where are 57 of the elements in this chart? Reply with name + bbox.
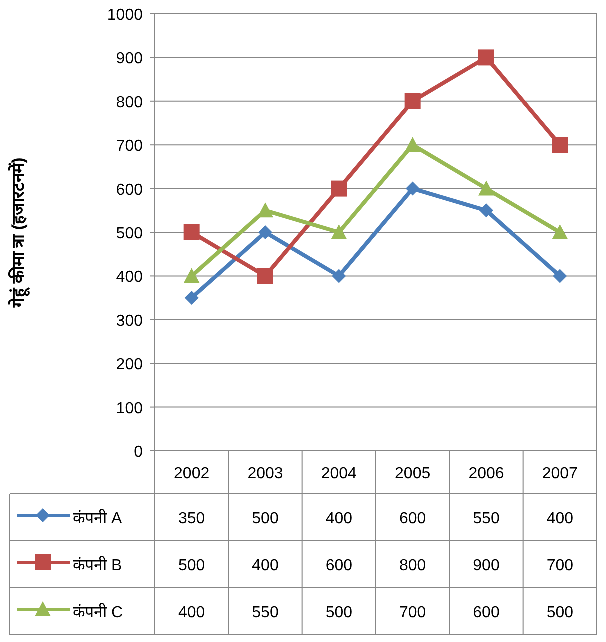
point: [258, 202, 274, 218]
x-tick-label: 2003: [248, 466, 284, 482]
y-tick-label: 0: [134, 444, 144, 461]
y-tick-label: 900: [116, 50, 144, 68]
x-tick-label: 2007: [542, 466, 578, 482]
point: [331, 180, 348, 197]
point: [184, 291, 199, 306]
data-label: 400: [178, 604, 206, 622]
data-label: 550: [473, 510, 500, 528]
legend-label: कंपनी C: [73, 602, 123, 622]
data-label: 500: [252, 510, 279, 528]
point: [404, 137, 421, 152]
data-label: 500: [178, 558, 206, 574]
point: [404, 93, 421, 110]
legend-label: कंपनी A: [73, 508, 122, 528]
data-label: 500: [326, 604, 353, 622]
y-tick-label: 500: [116, 226, 144, 242]
data-label: 500: [546, 604, 574, 622]
y-tick-label: 600: [116, 182, 144, 199]
data-label: 600: [326, 558, 353, 574]
legend-label: कंपनी B: [73, 556, 122, 574]
data-label: 600: [399, 510, 426, 528]
data-label: 800: [399, 558, 426, 574]
point: [552, 224, 568, 240]
point: [258, 268, 274, 284]
y-tick-label: 400: [116, 269, 144, 286]
x-tick-label: 2004: [321, 466, 358, 482]
point: [478, 180, 494, 196]
data-label: 700: [399, 604, 426, 622]
x-tick-label: 2002: [174, 466, 210, 482]
point: [552, 137, 568, 154]
y-tick-label: 200: [116, 356, 144, 374]
point: [553, 269, 568, 284]
y-axis-title: गेहूं कीमा त्रा (हजारटनमें): [8, 158, 31, 308]
x-tick-label: 2005: [395, 466, 431, 482]
point: [331, 224, 348, 240]
data-label: 900: [473, 558, 500, 574]
point: [184, 268, 200, 284]
data-label: 400: [546, 510, 574, 528]
point: [478, 50, 494, 66]
data-label: 700: [546, 558, 574, 574]
point: [406, 182, 420, 196]
point: [332, 269, 346, 284]
point: [184, 224, 200, 240]
data-label: 400: [326, 510, 353, 528]
y-tick-label: 100: [116, 400, 144, 418]
y-tick-label: 700: [116, 138, 144, 156]
data-label: 350: [178, 510, 206, 528]
y-tick-label: 300: [116, 312, 144, 330]
x-tick-label: 2006: [468, 466, 504, 482]
data-label: 400: [252, 558, 279, 574]
point: [480, 204, 494, 218]
y-tick-label: 1000: [107, 7, 144, 24]
y-tick-label: 800: [116, 94, 144, 112]
data-label: 600: [473, 604, 500, 622]
point: [258, 226, 272, 240]
data-label: 550: [252, 604, 279, 622]
